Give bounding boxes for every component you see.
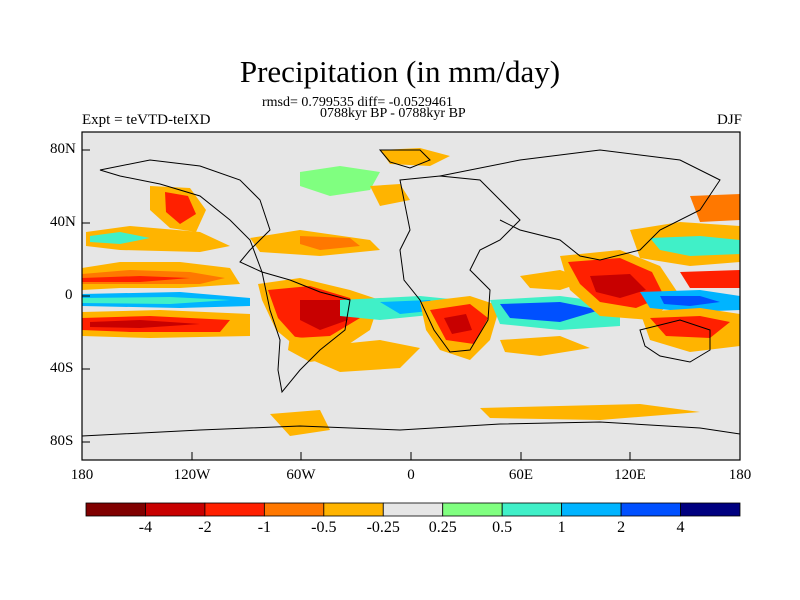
colorbar-box	[145, 502, 206, 517]
season-label: DJF	[716, 112, 742, 128]
colorbar-box	[85, 502, 146, 517]
colorbar-label: -0.5	[311, 519, 337, 536]
coastlines	[81, 149, 741, 437]
colorbar-box	[561, 502, 622, 517]
y-tick-label-80s: 80S	[50, 433, 74, 449]
x-tick-label-120w: 120W	[173, 467, 211, 483]
x-tick-label-60w: 60W	[286, 467, 316, 483]
colorbar-box	[620, 502, 681, 517]
x-tick-label-0: 0	[407, 467, 415, 483]
stats-line: rmsd= 0.799535 diff= -0.0529461	[262, 95, 453, 110]
y-tick-label-40n: 40N	[50, 214, 76, 230]
colorbar-label: -0.25	[366, 519, 400, 536]
colorbar-box	[204, 502, 265, 517]
experiment-label: Expt = teVTD-teIXD	[82, 112, 211, 128]
colorbar-box	[323, 502, 384, 517]
plot-title: Precipitation (in mm/day)	[239, 54, 561, 89]
colorbar-label: 4	[676, 519, 685, 536]
colorbar-box	[442, 502, 503, 517]
colorbar-box	[680, 502, 741, 517]
period-line: 0788kyr BP - 0788kyr BP	[320, 106, 466, 121]
x-tick-label-60e: 60E	[508, 467, 534, 483]
colorbar-box	[382, 502, 444, 517]
colorbar-label: -4	[138, 519, 153, 536]
axis-ticks	[82, 149, 631, 460]
colorbar-label: -2	[198, 519, 212, 536]
colorbar-label: 0.5	[492, 519, 513, 536]
y-tick-label-40s: 40S	[50, 360, 74, 376]
colorbar-label: -1	[257, 519, 272, 536]
colorbar-label: 1	[557, 519, 566, 536]
y-tick-label-80n: 80N	[50, 141, 76, 157]
x-tick-label-180e: 180	[728, 467, 752, 483]
colorbar	[85, 502, 741, 517]
colorbar-label: 0.25	[428, 519, 457, 536]
y-tick-label-eq: 0	[65, 287, 73, 303]
colorbar-box	[501, 502, 563, 517]
colorbar-label: 2	[617, 519, 626, 536]
colorbar-box	[263, 502, 325, 517]
x-tick-label-180w: 180	[70, 467, 94, 483]
precip-anomaly-field	[82, 148, 740, 436]
x-tick-label-120e: 120E	[614, 467, 646, 483]
